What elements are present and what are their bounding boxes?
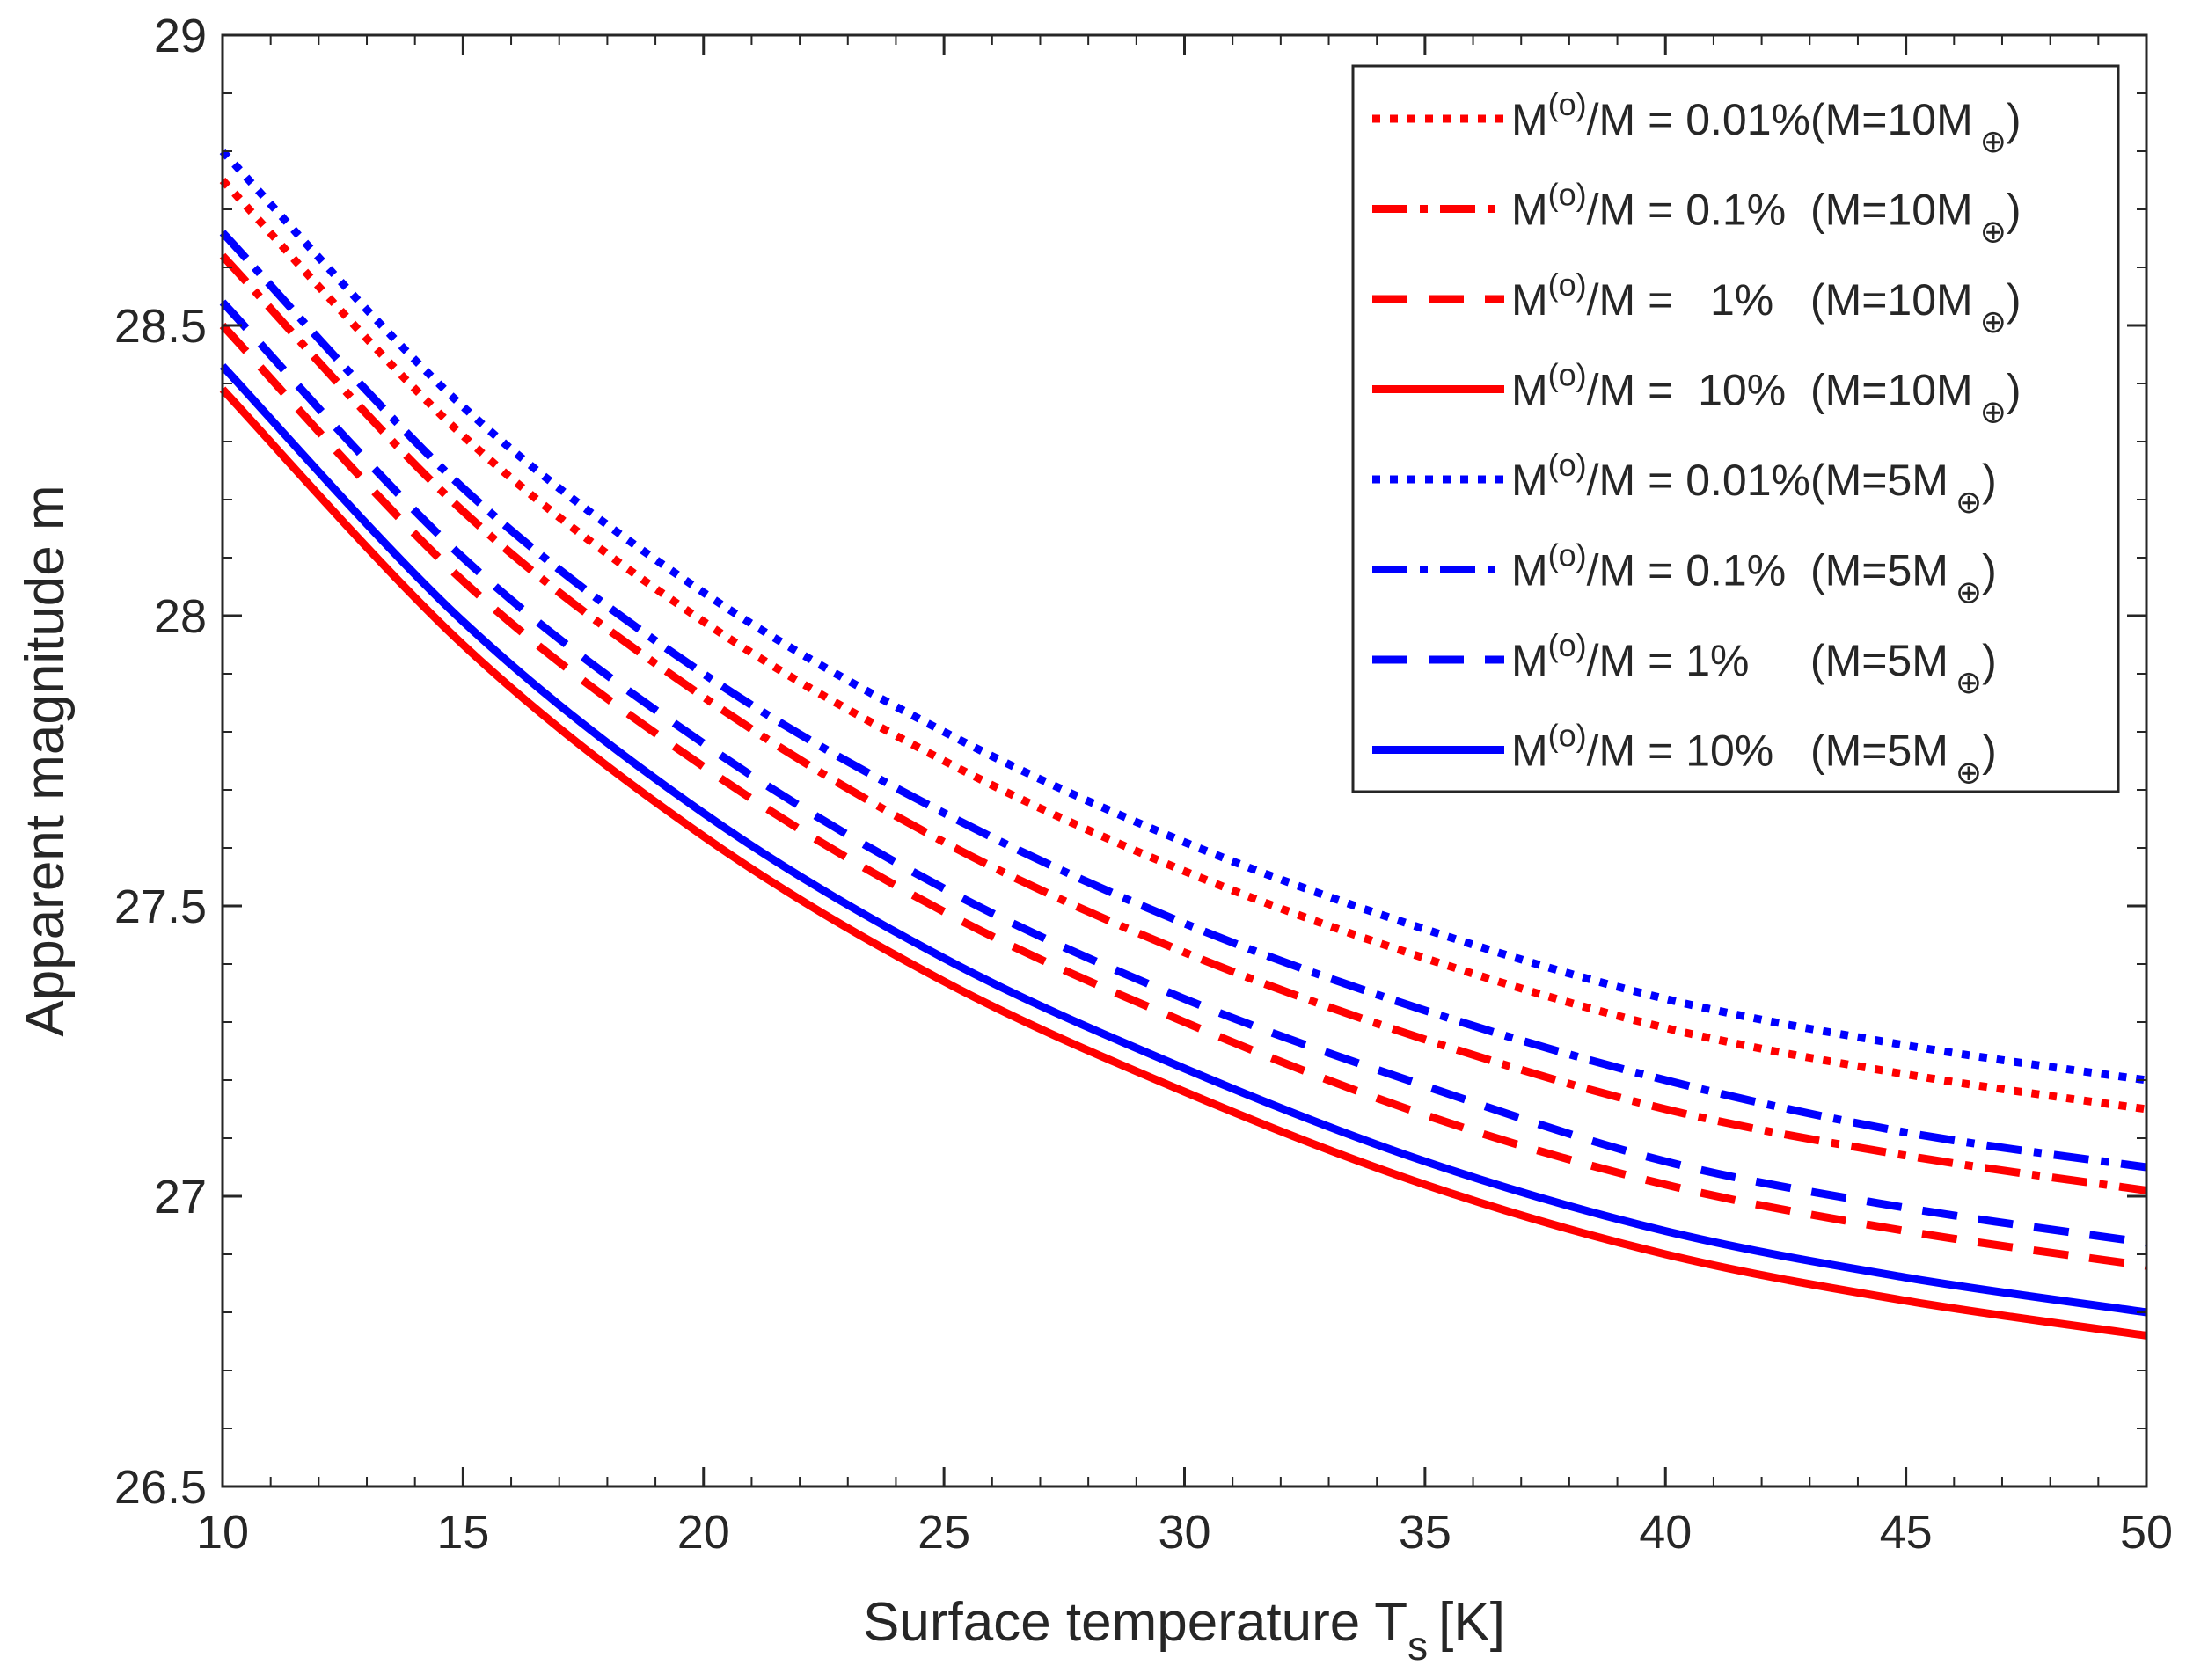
series-line-4 xyxy=(219,386,2147,1340)
series-line-5 xyxy=(219,148,2147,1085)
plot-frame xyxy=(221,33,2148,1488)
x-tick-label: 45 xyxy=(1880,1506,1933,1559)
legend-label: M(o)/M = 10% (M=10M ⊕) xyxy=(1511,357,2022,430)
legend-label: M(o)/M = 10% (M=5M ⊕) xyxy=(1511,718,1997,791)
x-tick-label: 20 xyxy=(677,1506,730,1559)
x-tick-label: 15 xyxy=(436,1506,489,1559)
y-tick-label: 26.5 xyxy=(114,1461,207,1514)
x-tick-label: 35 xyxy=(1399,1506,1451,1559)
legend: M(o)/M = 0.01%(M=10M ⊕) M(o)/M = 0.1% (M=1… xyxy=(1351,64,2120,793)
x-tick-label: 25 xyxy=(918,1506,970,1559)
y-tick-label: 27 xyxy=(154,1171,207,1223)
x-axis-label: Surface temperature Ts [K] xyxy=(863,1592,1505,1669)
y-axis-label: Apparent magnitude m xyxy=(15,485,76,1036)
x-tick-label: 50 xyxy=(2120,1506,2173,1559)
y-tick-label: 29 xyxy=(154,10,207,62)
legend-label: M(o)/M = 0.1% (M=5M ⊕) xyxy=(1511,537,1997,610)
series-line-2 xyxy=(219,252,2147,1194)
x-tick-label: 10 xyxy=(196,1506,249,1559)
legend-label: M(o)/M = 0.1% (M=10M ⊕) xyxy=(1511,177,2022,250)
legend-label: M(o)/M = 1% (M=5M ⊕) xyxy=(1511,627,1997,700)
legend-box xyxy=(1351,64,2120,793)
legend-label: M(o)/M = 1% (M=10M ⊕) xyxy=(1511,267,2022,340)
y-tick-label: 27.5 xyxy=(114,880,207,933)
series-line-3 xyxy=(219,322,2147,1270)
series-line-6 xyxy=(219,230,2147,1172)
x-axis-label-unit: [K] xyxy=(1438,1592,1505,1653)
y-tick-label: 28 xyxy=(154,590,207,643)
legend-label: M(o)/M = 0.01%(M=10M ⊕) xyxy=(1511,86,2022,159)
legend-label: M(o)/M = 0.01%(M=5M ⊕) xyxy=(1511,447,1997,520)
x-axis-label-main: Surface temperature T xyxy=(863,1592,1407,1653)
x-axis-label-subscript: s xyxy=(1407,1623,1428,1669)
y-tick-label: 28.5 xyxy=(114,300,207,353)
x-tick-label: 30 xyxy=(1158,1506,1210,1559)
series-layer xyxy=(219,148,2147,1340)
series-line-1 xyxy=(219,177,2147,1114)
x-tick-label: 40 xyxy=(1639,1506,1692,1559)
series-line-7 xyxy=(219,299,2147,1247)
series-line-8 xyxy=(219,363,2147,1317)
ticks-layer: 10 15 20 25 30 35 40 45 50 26.5 27 27.5 28 28.5 29 xyxy=(114,10,2173,1559)
